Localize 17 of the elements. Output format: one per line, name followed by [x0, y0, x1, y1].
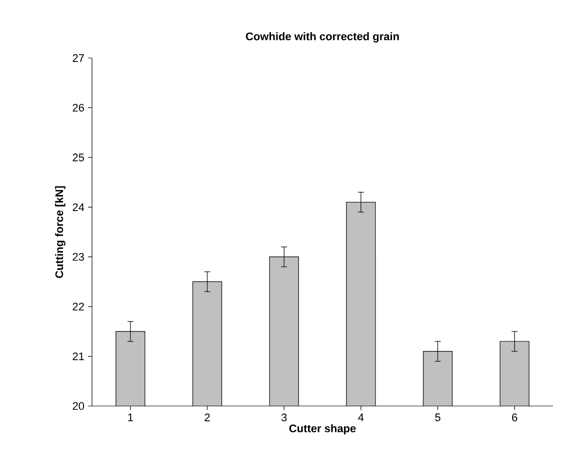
x-tick-label: 4 [358, 414, 364, 422]
x-tick-label: 2 [204, 414, 210, 422]
y-tick-label: 20 [72, 402, 84, 410]
x-tick-label: 3 [281, 414, 287, 422]
x-axis-title: Cutter shape [289, 424, 356, 434]
y-tick-label: 26 [72, 104, 84, 112]
y-tick-label: 24 [72, 203, 84, 211]
x-tick-label: 5 [435, 414, 440, 422]
y-tick-label: 22 [72, 302, 84, 310]
x-tick-label: 6 [512, 414, 518, 422]
y-tick-label: 21 [72, 352, 84, 360]
x-tick-label: 1 [128, 414, 133, 422]
y-tick-label: 23 [72, 252, 84, 261]
chart-title: Cowhide with corrected grain [246, 32, 399, 42]
y-tick-label: 27 [72, 54, 84, 62]
y-tick-label: 25 [72, 154, 84, 162]
y-axis-title: Cutting force [kN] [55, 186, 66, 278]
